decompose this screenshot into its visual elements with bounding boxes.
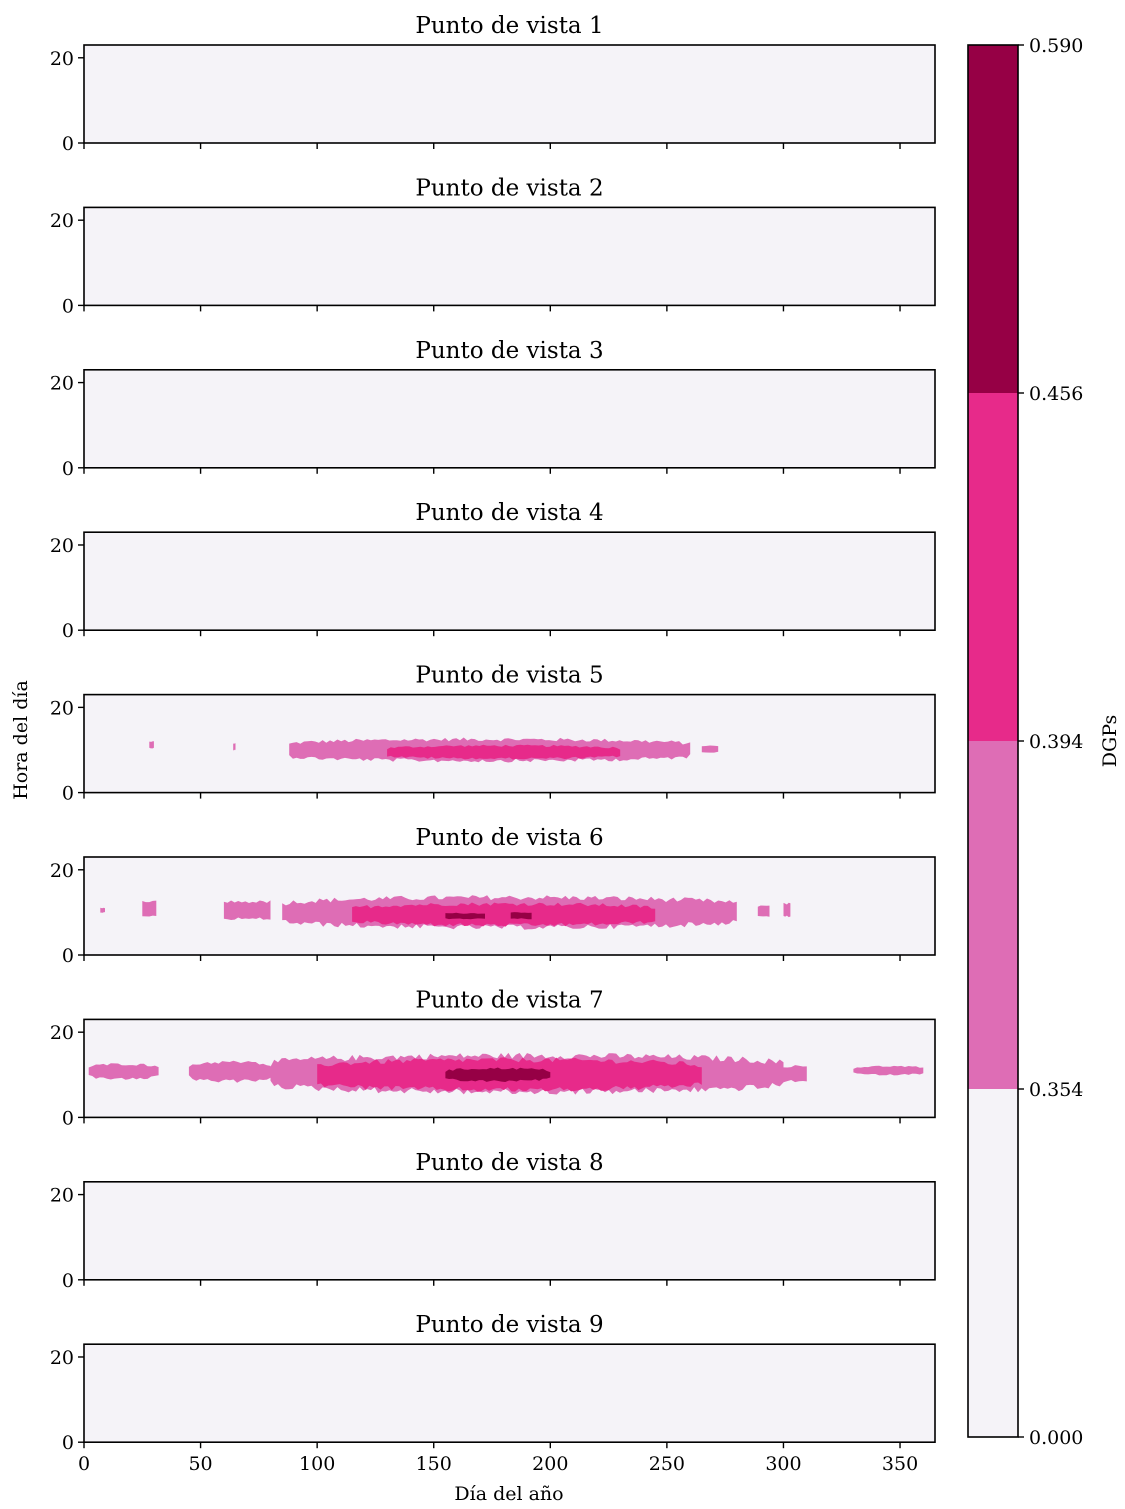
x-axis-label: Día del año bbox=[454, 1483, 563, 1505]
contour-region-level-2 bbox=[352, 902, 656, 927]
x-tick-label: 250 bbox=[649, 1453, 685, 1475]
y-tick-label: 20 bbox=[50, 373, 74, 395]
y-tick-label: 0 bbox=[62, 945, 74, 967]
y-tick-label: 20 bbox=[50, 210, 74, 232]
contour-regions bbox=[149, 737, 719, 763]
panel-title: Punto de vista 8 bbox=[415, 1150, 603, 1176]
x-tick-label: 0 bbox=[78, 1453, 90, 1475]
panel-frame bbox=[83, 856, 936, 956]
colorbar-segment bbox=[968, 741, 1018, 1089]
x-tick-label: 100 bbox=[299, 1453, 335, 1475]
y-tick-label: 0 bbox=[62, 1107, 74, 1129]
panel-title: Punto de vista 3 bbox=[415, 338, 603, 364]
colorbar-tick-label: 0.000 bbox=[1029, 1427, 1083, 1449]
colorbar-label: DGPs bbox=[1099, 715, 1121, 767]
colorbar-tick-label: 0.590 bbox=[1029, 35, 1083, 57]
contour-region-level-1 bbox=[233, 743, 236, 751]
y-tick-label: 20 bbox=[50, 48, 74, 70]
contour-region-level-1 bbox=[701, 745, 719, 753]
contour-regions bbox=[88, 1052, 924, 1095]
panel-frame bbox=[83, 206, 936, 307]
y-tick-label: 20 bbox=[50, 860, 74, 882]
panel-8: Punto de vista 8 0 20 bbox=[50, 1150, 936, 1292]
panel-frame bbox=[83, 44, 936, 144]
x-tick-label: 300 bbox=[765, 1453, 801, 1475]
panel-frame bbox=[83, 531, 936, 632]
panel-6: Punto de vista 6 0 20 bbox=[50, 825, 936, 967]
colorbar-segment bbox=[968, 1089, 1018, 1437]
contour-region-level-3 bbox=[445, 912, 485, 920]
y-axis-label: Hora del día bbox=[10, 680, 32, 800]
panel-background bbox=[84, 369, 935, 468]
y-tick-label: 0 bbox=[62, 1270, 74, 1292]
y-tick-label: 20 bbox=[50, 1185, 74, 1207]
contour-region-level-1 bbox=[783, 902, 791, 918]
panel-5: Punto de vista 5 0 20 bbox=[50, 663, 936, 805]
panel-frame bbox=[83, 693, 936, 794]
panel-background bbox=[84, 1344, 935, 1443]
y-tick-label: 0 bbox=[62, 620, 74, 642]
contour-region-level-1 bbox=[142, 900, 157, 917]
contour-region-level-3 bbox=[445, 1067, 551, 1082]
colorbar-segment bbox=[968, 393, 1018, 741]
y-tick-label: 0 bbox=[62, 1432, 74, 1454]
panel-4: Punto de vista 4 0 20 bbox=[50, 500, 936, 642]
panel-title: Punto de vista 9 bbox=[415, 1312, 603, 1338]
contour-region-level-1 bbox=[149, 741, 154, 749]
panel-frame bbox=[83, 1018, 936, 1119]
contour-region-level-1 bbox=[223, 900, 271, 920]
panel-title: Punto de vista 1 bbox=[415, 13, 603, 39]
contour-region-level-1 bbox=[853, 1065, 924, 1076]
x-tick-label: 50 bbox=[188, 1453, 212, 1475]
colorbar-tick-label: 0.394 bbox=[1029, 731, 1083, 753]
panel-frame bbox=[83, 1181, 936, 1281]
contour-regions bbox=[100, 895, 791, 930]
panel-title: Punto de vista 5 bbox=[415, 663, 603, 689]
contour-region-level-1 bbox=[88, 1063, 159, 1080]
panel-title: Punto de vista 2 bbox=[415, 175, 603, 201]
y-tick-label: 20 bbox=[50, 1022, 74, 1044]
panel-frame bbox=[83, 1343, 936, 1443]
panel-1: Punto de vista 1 0 20 bbox=[50, 13, 936, 155]
contour-region-level-1 bbox=[783, 1065, 807, 1083]
panel-title: Punto de vista 6 bbox=[415, 825, 603, 851]
colorbar-tick-label: 0.354 bbox=[1029, 1079, 1083, 1101]
contour-region-level-1 bbox=[188, 1060, 271, 1083]
panel-frame bbox=[83, 368, 936, 469]
contour-region-level-1 bbox=[100, 907, 105, 913]
colorbar-tick-label: 0.456 bbox=[1029, 383, 1083, 405]
panel-background bbox=[84, 207, 935, 306]
x-tick-label: 200 bbox=[532, 1453, 568, 1475]
y-tick-label: 0 bbox=[62, 295, 74, 317]
panel-title: Punto de vista 7 bbox=[415, 987, 603, 1013]
panel-title: Punto de vista 4 bbox=[415, 500, 603, 526]
panel-2: Punto de vista 2 0 20 bbox=[50, 175, 936, 317]
contour-region-level-3 bbox=[510, 912, 532, 920]
y-tick-label: 0 bbox=[62, 783, 74, 805]
x-tick-label: 150 bbox=[416, 1453, 452, 1475]
y-tick-label: 0 bbox=[62, 458, 74, 480]
y-tick-label: 20 bbox=[50, 697, 74, 719]
colorbar-segment bbox=[968, 45, 1018, 393]
x-tick-label: 350 bbox=[882, 1453, 918, 1475]
contour-region-level-1 bbox=[757, 905, 770, 917]
y-tick-label: 0 bbox=[62, 133, 74, 155]
panel-7: Punto de vista 7 0 20 bbox=[50, 987, 936, 1129]
panel-background bbox=[84, 1181, 935, 1280]
panel-background bbox=[84, 45, 935, 143]
y-tick-label: 20 bbox=[50, 1347, 74, 1369]
contour-region-level-2 bbox=[387, 744, 621, 760]
colorbar: 0.000 0.354 0.394 0.456 0.590 DGPs bbox=[967, 35, 1121, 1449]
panel-background bbox=[84, 532, 935, 631]
panel-3: Punto de vista 3 0 20 bbox=[50, 338, 936, 480]
y-tick-label: 20 bbox=[50, 535, 74, 557]
